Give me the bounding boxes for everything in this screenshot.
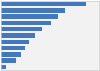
Bar bbox=[1, 58, 16, 63]
Bar bbox=[1, 46, 25, 50]
Bar bbox=[1, 40, 28, 44]
Bar bbox=[1, 21, 51, 25]
Bar bbox=[1, 65, 6, 69]
Bar bbox=[1, 27, 42, 31]
Bar bbox=[1, 14, 58, 19]
Bar bbox=[1, 33, 35, 38]
Bar bbox=[1, 2, 86, 6]
Bar bbox=[1, 52, 21, 57]
Bar bbox=[1, 8, 65, 13]
